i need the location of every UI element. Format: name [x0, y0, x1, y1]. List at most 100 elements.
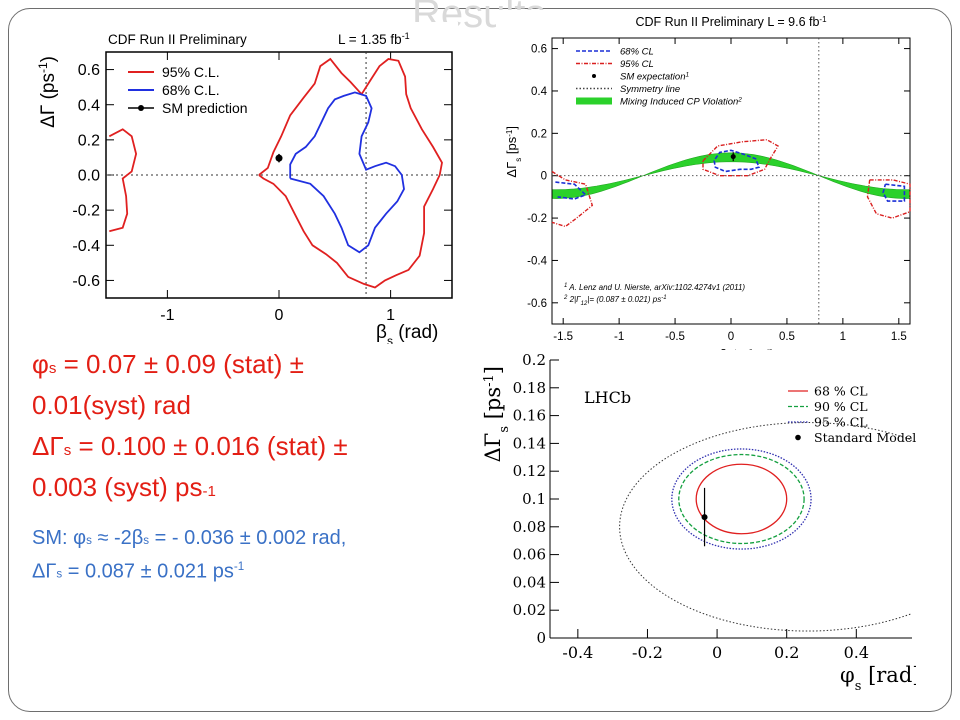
- y-tick-label-part: 0.06: [513, 546, 546, 564]
- sm-point: [275, 154, 283, 162]
- footnote-2-part: |= (0.087 ± 0.021) ps: [587, 295, 661, 304]
- legend-label-part: 95% CL: [620, 59, 654, 70]
- legend-label: 68% C.L.: [162, 82, 220, 98]
- y-tick-label: -0.6: [72, 273, 100, 290]
- x-tick-label-part: 0: [728, 331, 734, 343]
- legend-sm-marker: [138, 105, 144, 111]
- y-tick-label-part: 0.2: [522, 351, 546, 369]
- y-tick-label-part: 0.08: [513, 518, 546, 536]
- y-tick-label-part: -0.2: [72, 203, 100, 220]
- y-axis-label-part: s: [514, 158, 523, 162]
- y-tick-label: 0: [536, 629, 546, 647]
- x-tick-label: 0.2: [774, 643, 799, 662]
- x-axis-label-part: φ: [840, 663, 855, 687]
- x-axis-label-part: β: [376, 322, 387, 343]
- footnote-2-part: 2|Γ: [567, 295, 581, 304]
- legend-label: 95% C.L.: [162, 64, 220, 80]
- x-tick-label-part: -1.5: [553, 331, 573, 343]
- sm-point: [730, 154, 736, 160]
- x-tick-label: 0: [712, 643, 722, 662]
- x-axis-label: βs (rad): [376, 322, 438, 344]
- y-tick-label-part: 0: [541, 171, 547, 183]
- x-tick-label-part: 0.2: [774, 643, 799, 662]
- y-tick-label-part: 0.14: [513, 434, 546, 452]
- legend-label-part: 68% CL: [620, 47, 654, 58]
- x-tick-label-part: 0: [712, 643, 722, 662]
- legend-band-swatch: [576, 97, 612, 105]
- legend-sm-marker: [592, 74, 596, 78]
- chart-title-part: -1: [819, 15, 827, 24]
- y-tick-label: 0: [541, 171, 547, 183]
- y-axis-label-part: -1: [38, 62, 50, 73]
- sm-point: [701, 514, 708, 521]
- y-axis-label-part: -1: [505, 129, 514, 137]
- contour-68: [882, 183, 906, 202]
- y-tick-label: -0.4: [527, 255, 547, 267]
- y-tick-label: 0.06: [513, 546, 546, 564]
- x-tick-label: -0.4: [562, 643, 593, 662]
- chart-lumi: L = 1.35 fb-1: [338, 31, 410, 47]
- y-tick-label: 0.16: [513, 407, 546, 425]
- x-axis-label-part: [rad]: [861, 663, 916, 687]
- legend-label-part: Mixing Induced CP Violation: [620, 97, 738, 108]
- contour-68: [555, 181, 588, 200]
- y-axis-label-part: ΔΓ: [481, 433, 505, 463]
- footnote-1: 1 A. Lenz and U. Nierste, arXiv:1102.427…: [564, 283, 745, 292]
- y-axis-label-part: ): [38, 56, 59, 62]
- x-tick-label: -1: [160, 307, 174, 324]
- legend-label-part: 68 % CL: [814, 384, 868, 399]
- y-tick-label: 0.14: [513, 434, 546, 452]
- y-tick-label: 0.0: [78, 168, 100, 185]
- contour-95: [551, 170, 594, 228]
- chart-title-part: CDF Run II Preliminary: [108, 32, 247, 47]
- x-tick-label-part: -1: [160, 307, 174, 324]
- y-tick-label-part: 0.0: [78, 168, 100, 185]
- legend-label-part: 95% C.L.: [162, 64, 220, 80]
- footnote-2-part: 2: [563, 295, 568, 301]
- cl-ellipse: [671, 448, 812, 550]
- chart-title-part: CDF Run II Preliminary L = 9.6 fb: [635, 15, 819, 29]
- x-tick-label: 0.5: [779, 331, 795, 343]
- x-tick-label-part: 1: [386, 307, 395, 324]
- y-tick-label-part: 0.16: [513, 407, 546, 425]
- footnote-1-part: A. Lenz and U. Nierste, arXiv:1102.4274v…: [567, 283, 745, 292]
- x-tick-label-part: 0.5: [779, 331, 795, 343]
- legend-sm-marker: [795, 434, 801, 441]
- y-tick-label-part: 0.12: [513, 462, 546, 480]
- chart-title: CDF Run II Preliminary: [108, 32, 247, 47]
- x-tick-label: -0.5: [665, 331, 685, 343]
- y-tick-label: 0.2: [522, 351, 546, 369]
- legend-label: Symmetry line: [620, 84, 680, 95]
- legend-label-part: 2: [737, 96, 742, 103]
- x-tick-label: -1.5: [553, 331, 573, 343]
- x-axis-label-part: s: [855, 679, 862, 693]
- y-axis-label-part: [ps: [504, 136, 519, 157]
- sm-prediction-line2: ΔΓs = 0.087 ± 0.021 ps-1: [32, 560, 245, 583]
- legend-label: 95% CL: [620, 59, 654, 70]
- y-tick-label: 0.2: [78, 132, 100, 149]
- x-axis-label-part: (rad): [393, 322, 438, 343]
- y-tick-label-part: 0.6: [78, 62, 100, 79]
- y-tick-label-part: -0.4: [72, 238, 100, 255]
- lhcb-chart-svg: -0.4 -0.2 0 0.2 0.4 0 0.02 0.04 0.06 0.08 0.1 0.12 0…: [481, 351, 916, 693]
- y-tick-label-part: -0.6: [527, 298, 547, 310]
- cl-ellipse: [678, 453, 805, 545]
- plot-frame: [551, 37, 911, 325]
- x-tick-label: 1: [386, 307, 395, 324]
- y-axis-label: ΔΓs [ps-1]: [481, 366, 512, 462]
- y-axis-label-part: ]: [504, 126, 519, 130]
- chart-title: CDF Run II Preliminary L = 9.6 fb-1: [635, 15, 827, 30]
- y-tick-label-part: 0.4: [78, 97, 100, 114]
- legend-label: 90 % CL: [814, 399, 868, 414]
- legend-label-part: Standard Model: [814, 430, 916, 445]
- x-tick-label: 1.5: [891, 331, 907, 343]
- cdf-135-chart-svg: -1 0 1 -0.6 -0.4 -0.2 0.0 0.2 0.4 0.6 CDF Run II P…: [38, 31, 453, 344]
- y-tick-label-part: 0.2: [78, 132, 100, 149]
- contour-95: [866, 179, 911, 219]
- chart-lumi-part: L = 1.35 fb: [338, 32, 402, 47]
- lhcb-label-part: LHCb: [584, 388, 631, 407]
- y-axis-label: ΔΓ (ps-1): [38, 56, 59, 128]
- x-tick-label-part: 0: [275, 307, 284, 324]
- legend-label: Standard Model: [814, 430, 916, 445]
- y-tick-label: -0.2: [72, 203, 100, 220]
